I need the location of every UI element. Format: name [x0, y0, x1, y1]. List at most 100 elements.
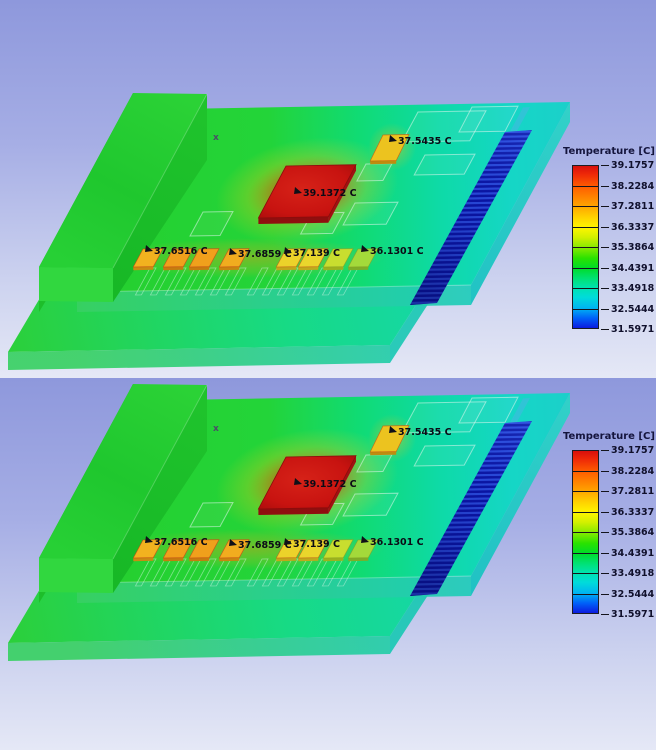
- legend-tick-label: 39.1757: [611, 445, 655, 456]
- legend-title: Temperature [C]: [563, 146, 655, 157]
- probe-marker-icon: [284, 247, 292, 254]
- legend-colorbar-group: 39.1757 38.2284 37.2811 36.3337 35.3864 …: [563, 445, 655, 620]
- temperature-legend: Temperature [C] 39.1757 38.2284 37.2811: [563, 431, 655, 620]
- edge-connector-fins: [410, 398, 532, 596]
- component-footprint-wireframes: [189, 105, 519, 237]
- legend-tick-label: 35.3864: [611, 242, 655, 253]
- probe-marker-icon: [145, 245, 153, 252]
- board-front-edge-face: [77, 576, 471, 603]
- axis-triad-label: x: [213, 424, 219, 434]
- probe-marker-icon: [145, 536, 153, 543]
- probe-label: 36.1301 C: [370, 537, 424, 548]
- probe-label: 37.6516 C: [154, 246, 208, 257]
- board-right-edge-face: [471, 393, 570, 596]
- board-front-edge-face: [77, 285, 471, 312]
- legend-tick-mark: [601, 573, 609, 574]
- upper-right-chip: [369, 134, 410, 165]
- legend-tick-mark: [601, 268, 609, 269]
- probe-marker-icon: [294, 478, 302, 485]
- legend-tick-label: 36.3337: [611, 507, 655, 518]
- base-plate-front-edge: [8, 345, 390, 370]
- probe-label: 36.1301 C: [370, 246, 424, 257]
- edge-connector-fins: [410, 107, 532, 305]
- legend-tick-label: 31.5971: [611, 609, 655, 620]
- probe-marker-icon: [389, 426, 397, 433]
- legend-tick-label: 38.2284: [611, 181, 655, 192]
- legend-tick-mark: [601, 594, 609, 595]
- legend-tick-label: 38.2284: [611, 466, 655, 477]
- legend-tick-label: 37.2811: [611, 201, 655, 212]
- probe-marker-icon: [294, 187, 302, 194]
- probe-marker-icon: [229, 539, 237, 546]
- probe-label: 37.5435 C: [398, 136, 452, 147]
- legend-tick-label: 31.5971: [611, 324, 655, 335]
- legend-tick-label: 33.4918: [611, 283, 655, 294]
- legend-tick-label: 33.4918: [611, 568, 655, 579]
- legend-tick-label: 34.4391: [611, 263, 655, 274]
- pcb-assembly: x 39.1372 C 37.5435 C 37.6516 C 37.6859 …: [8, 384, 570, 661]
- chips: [132, 134, 410, 271]
- legend-tick-mark: [601, 186, 609, 187]
- probe-label: 37.6859 C: [238, 540, 292, 551]
- legend-tick-mark: [601, 206, 609, 207]
- probe-marker-icon: [229, 248, 237, 255]
- legend-tick-label: 35.3864: [611, 527, 655, 538]
- legend-tick-mark: [601, 532, 609, 533]
- block-front-face: [39, 558, 113, 593]
- 3d-thermal-viewport[interactable]: x 39.1372 C 37.5435 C 37.6516 C 37.6859 …: [0, 378, 656, 750]
- legend-tick-label: 34.4391: [611, 548, 655, 559]
- probe-annotations: x 39.1372 C 37.5435 C 37.6516 C 37.6859 …: [145, 133, 452, 260]
- chip-row: [132, 539, 379, 562]
- heatsink-block: [39, 384, 208, 603]
- temperature-legend: Temperature [C] 39.1757 38.2284 37.2811: [563, 146, 655, 335]
- legend-tick-mark: [601, 247, 609, 248]
- probe-marker-icon: [361, 245, 369, 252]
- block-top-face: [39, 384, 207, 559]
- probe-label: 39.1372 C: [303, 188, 357, 199]
- legend-tick-mark: [601, 165, 609, 166]
- legend-colorbar: [572, 450, 599, 614]
- legend-colorbar-group: 39.1757 38.2284 37.2811 36.3337 35.3864 …: [563, 160, 655, 335]
- legend-tick-mark: [601, 227, 609, 228]
- probe-label: 37.139 C: [293, 539, 340, 550]
- heatsink-block: [39, 93, 208, 312]
- legend-tick-mark: [601, 553, 609, 554]
- block-right-face: [113, 94, 207, 302]
- block-right-face: [113, 385, 207, 593]
- probe-annotations: x 39.1372 C 37.5435 C 37.6516 C 37.6859 …: [145, 424, 452, 551]
- legend-title: Temperature [C]: [563, 431, 655, 442]
- block-front-face: [39, 267, 113, 302]
- legend-colorbar: [572, 165, 599, 329]
- legend-tick-mark: [601, 329, 609, 330]
- legend-tick-mark: [601, 288, 609, 289]
- probe-marker-icon: [284, 538, 292, 545]
- upper-right-chip: [369, 425, 410, 456]
- thermal-view-2: x 39.1372 C 37.5435 C 37.6516 C 37.6859 …: [0, 378, 656, 750]
- probe-label: 37.5435 C: [398, 427, 452, 438]
- board-right-edge-face: [471, 102, 570, 305]
- chip-row: [132, 248, 379, 271]
- 3d-thermal-viewport[interactable]: x 39.1372 C 37.5435 C 37.6516 C 37.6859 …: [0, 0, 656, 378]
- probe-label: 37.6859 C: [238, 249, 292, 260]
- legend-tick-label: 32.5444: [611, 589, 655, 600]
- hot-chip: [257, 164, 357, 224]
- thermal-view-1: x 39.1372 C 37.5435 C 37.6516 C 37.6859 …: [0, 0, 656, 378]
- legend-tick-label: 32.5444: [611, 304, 655, 315]
- legend-tick-mark: [601, 512, 609, 513]
- legend-tick-label: 36.3337: [611, 222, 655, 233]
- probe-label: 37.139 C: [293, 248, 340, 259]
- probe-marker-icon: [361, 536, 369, 543]
- probe-label: 39.1372 C: [303, 479, 357, 490]
- hot-chip: [257, 455, 357, 515]
- block-top-face: [39, 93, 207, 268]
- chips: [132, 425, 410, 562]
- pcb-assembly: x 39.1372 C 37.5435 C 37.6516 C 37.6859 …: [8, 93, 570, 370]
- legend-tick-label: 37.2811: [611, 486, 655, 497]
- legend-tick-mark: [601, 450, 609, 451]
- probe-marker-icon: [389, 135, 397, 142]
- probe-label: 37.6516 C: [154, 537, 208, 548]
- legend-tick-mark: [601, 614, 609, 615]
- legend-tick-mark: [601, 309, 609, 310]
- legend-tick-label: 39.1757: [611, 160, 655, 171]
